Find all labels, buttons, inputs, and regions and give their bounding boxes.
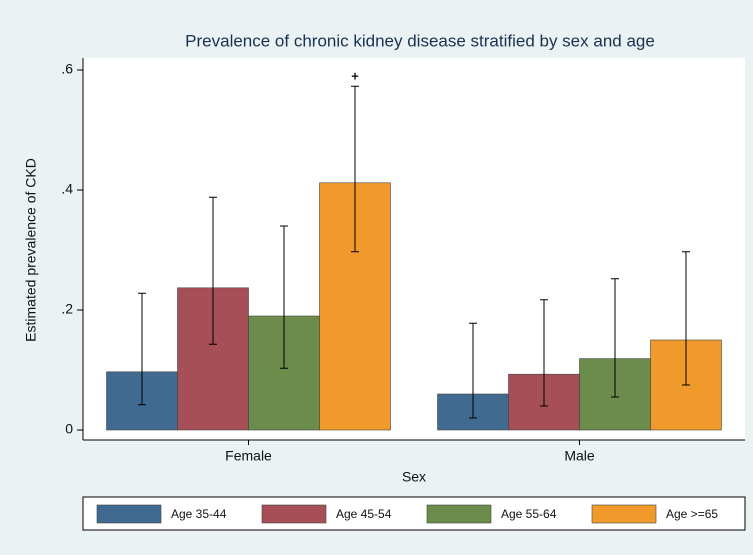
y-tick-label: .4 xyxy=(61,181,73,197)
x-tick-label: Male xyxy=(564,448,595,464)
legend-label: Age 55-64 xyxy=(501,507,557,521)
legend-swatch xyxy=(591,504,657,524)
legend-swatch xyxy=(426,504,492,524)
legend-swatch xyxy=(96,504,162,524)
legend-swatch xyxy=(261,504,327,524)
error-bar xyxy=(469,322,477,419)
legend-label: Age >=65 xyxy=(666,507,718,521)
legend-label: Age 45-54 xyxy=(336,507,392,521)
y-axis-label: Estimated prevalence of CKD xyxy=(23,158,39,342)
x-tick-label: Female xyxy=(225,448,272,464)
y-tick-label: 0 xyxy=(65,421,73,437)
error-bar xyxy=(351,85,359,253)
error-bar xyxy=(280,225,288,369)
error-bar xyxy=(138,292,146,406)
error-bar xyxy=(209,196,217,345)
chart-title: Prevalence of chronic kidney disease str… xyxy=(185,31,655,50)
legend-label: Age 35-44 xyxy=(171,507,227,521)
y-tick-label: .6 xyxy=(61,61,73,77)
error-bar xyxy=(540,299,548,407)
error-bar xyxy=(682,251,690,386)
annotation: + xyxy=(351,69,359,84)
y-tick-label: .2 xyxy=(61,301,73,317)
error-bar xyxy=(611,278,619,398)
x-axis-label: Sex xyxy=(402,469,426,485)
